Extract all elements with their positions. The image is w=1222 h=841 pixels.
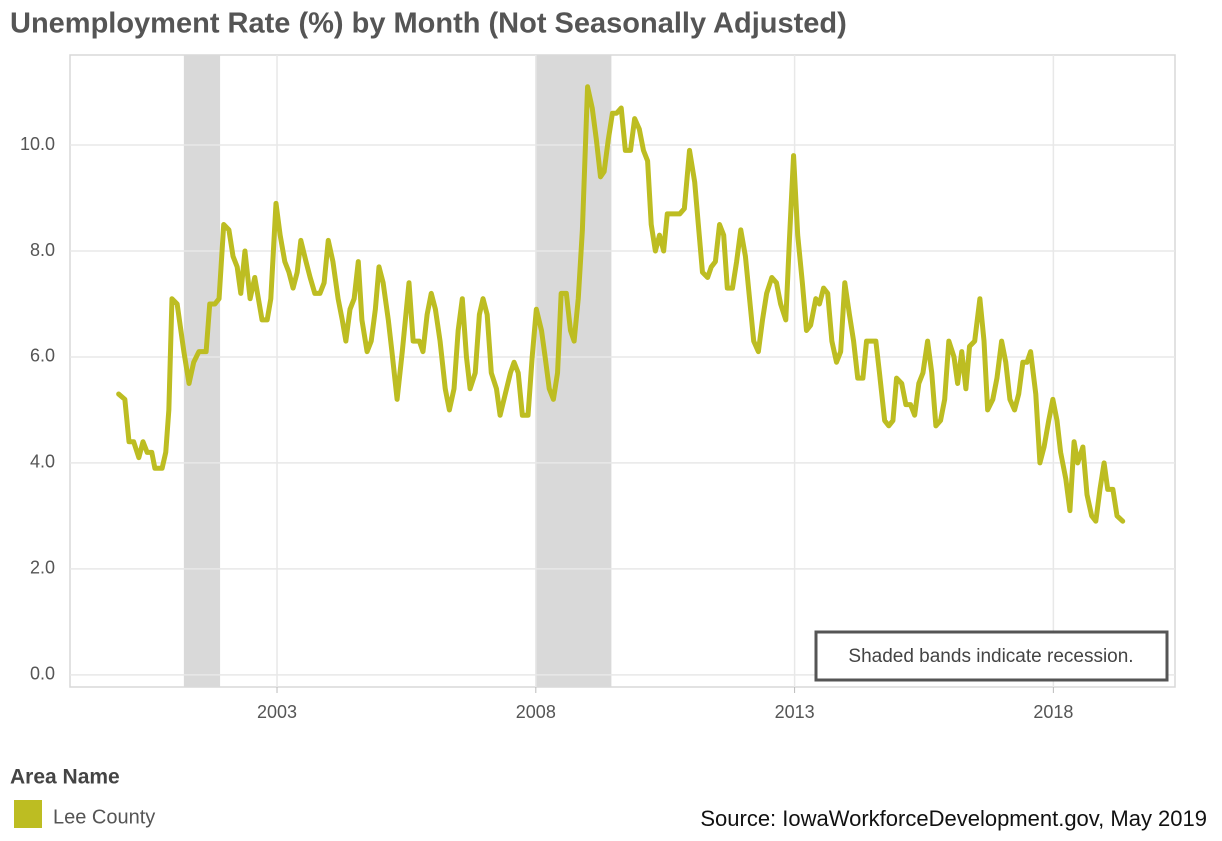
- chart-title: Unemployment Rate (%) by Month (Not Seas…: [10, 8, 847, 40]
- y-tick-label: 4.0: [30, 452, 55, 472]
- legend-title: Area Name: [10, 766, 120, 789]
- plot-frame: [69, 54, 1176, 688]
- y-tick-label: 6.0: [30, 346, 55, 366]
- annotation-box: [814, 630, 1169, 682]
- x-tick-label: 2003: [257, 702, 297, 722]
- annotation: Shaded bands indicate recession.: [848, 646, 1133, 667]
- x-tick-label: 2018: [1033, 702, 1073, 722]
- y-tick-label: 2.0: [30, 558, 55, 578]
- plot-area: [70, 55, 1175, 693]
- legend-label: Lee County: [53, 806, 155, 828]
- data-line: [116, 84, 1126, 524]
- source: Source: IowaWorkforceDevelopment.gov, Ma…: [700, 806, 1207, 831]
- legend-swatch: [14, 800, 42, 828]
- x-tick-label: 2008: [516, 702, 556, 722]
- y-tick-label: 10.0: [20, 134, 55, 154]
- y-tick-label: 0.0: [30, 664, 55, 684]
- y-tick-label: 8.0: [30, 240, 55, 260]
- x-tick-label: 2013: [775, 702, 815, 722]
